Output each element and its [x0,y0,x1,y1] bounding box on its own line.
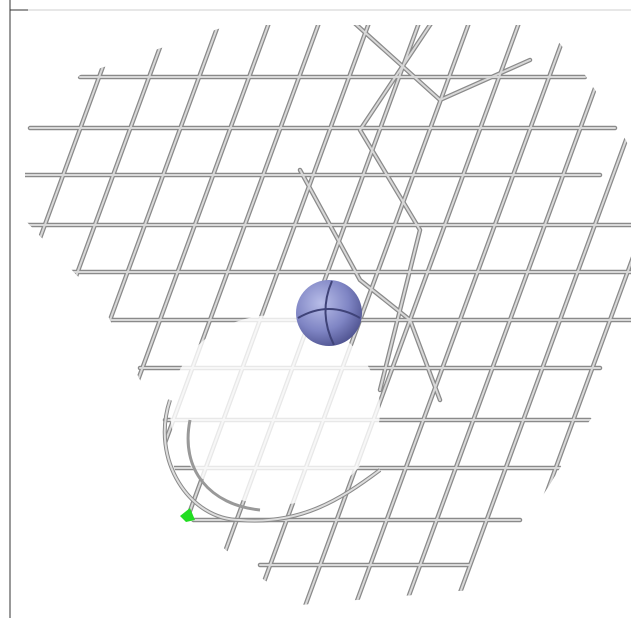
cavity-rim [162,399,382,523]
cavity [170,315,380,505]
marker [180,508,195,522]
atom-sphere [296,280,362,346]
